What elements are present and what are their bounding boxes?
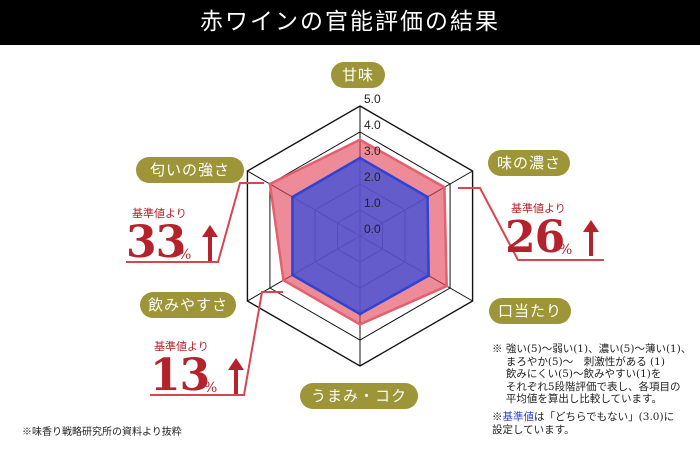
radar-series (268, 138, 449, 326)
baseline-note: ※基準値は「どちらでもない」(3.0)に 設定しています。 (492, 411, 697, 436)
baseline-note-mark: ※ (492, 411, 503, 423)
page-title: 赤ワインの官能評価の結果 (0, 0, 700, 45)
tick-label: 4.0 (364, 118, 381, 132)
radar-tick-labels: 0.0 1.0 2.0 3.0 4.0 5.0 (364, 92, 381, 236)
tick-label: 0.0 (364, 222, 381, 236)
tick-label: 5.0 (364, 92, 381, 106)
up-arrow-icon (202, 225, 218, 261)
stat-connectors (126, 182, 604, 396)
axis-label-sweetness: 甘味 (331, 62, 385, 88)
series-0-point-1 (442, 185, 446, 189)
series-0-point-2 (445, 284, 449, 288)
stat-value: 13 (150, 350, 210, 401)
axis-label-umami: うまみ・コク (300, 383, 418, 409)
up-arrow-icon (583, 220, 599, 256)
axis-label-richness: 味の濃さ (488, 150, 570, 176)
axis-label-drinkability: 飲みやすさ (140, 292, 236, 318)
series-1-point-1 (426, 195, 430, 199)
axis-label-aroma: 匂いの強さ (136, 157, 244, 183)
stat-value: 33 (126, 217, 186, 268)
series-1-point-0 (358, 156, 362, 160)
tick-label: 2.0 (364, 170, 381, 184)
series-1-point-2 (427, 274, 431, 278)
stat-label: 基準値より (132, 207, 187, 220)
stat-label: 基準値より (154, 340, 209, 353)
stat-label: 基準値より (511, 202, 566, 215)
evaluation-notes: ※ 強い(5)～弱い(1)、濃い(5)～薄い(1)、 まろやか(5)～ 刺激性が… (492, 343, 692, 405)
stat-unit: % (559, 242, 573, 258)
series-0-point-3 (358, 322, 362, 326)
series-1-point-4 (290, 273, 294, 277)
stat-drinkability: 基準値より 13 % (150, 338, 260, 400)
stat-unit: % (204, 380, 218, 396)
connector-line-1 (458, 187, 604, 261)
stat-richness: 基準値より 26 % (505, 200, 615, 262)
connector-line-2 (150, 291, 283, 396)
series-0-point-0 (358, 138, 362, 142)
axis-label-mouthfeel: 口当たり (489, 298, 571, 324)
stat-value: 26 (505, 212, 565, 263)
up-arrow-icon (228, 358, 244, 394)
connector-line-0 (126, 182, 264, 263)
baseline-note-text: は「どちらでもない」(3.0)に 設定しています。 (492, 411, 675, 436)
series-1-point-5 (290, 195, 294, 199)
source-note: ※味香り戦略研究所の資料より抜粋 (22, 427, 182, 438)
series-0-point-4 (281, 278, 285, 282)
stat-aroma: 基準値より 33 % (126, 205, 236, 267)
baseline-note-highlight: 基準値 (502, 411, 535, 423)
series-0-point-5 (268, 182, 272, 186)
tick-label: 1.0 (364, 196, 381, 210)
series-1-point-3 (358, 312, 362, 316)
stat-unit: % (178, 247, 192, 263)
tick-label: 3.0 (364, 144, 381, 158)
